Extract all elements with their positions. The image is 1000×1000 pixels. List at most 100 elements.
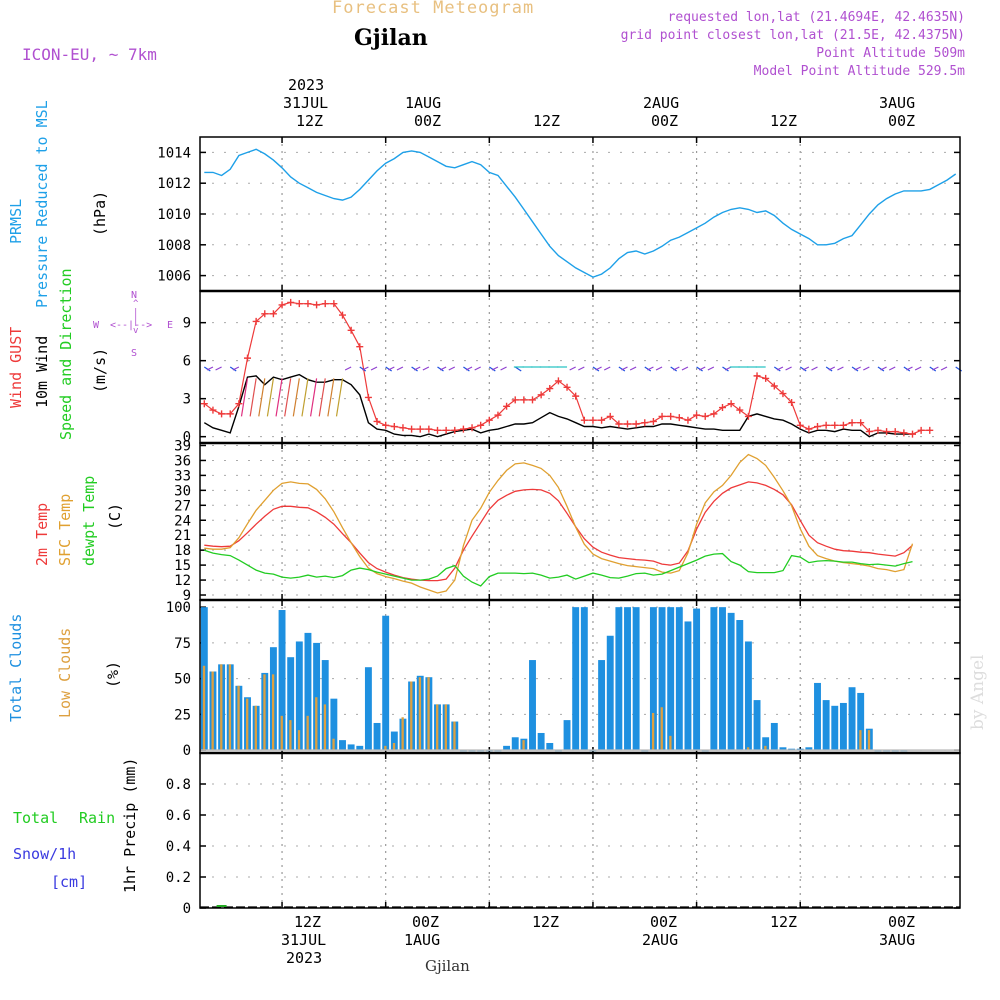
total-cloud-bar [304,632,312,751]
wind-gust-marker [796,421,804,429]
total-cloud-bar [727,612,735,751]
wind-direction-arrow [385,366,393,372]
wind-gust-marker [339,311,346,319]
wind-gust-marker [779,390,787,398]
y-tick-label: 0.8 [166,777,191,793]
low-cloud-bar [660,707,663,751]
bottom-hour-label: 12Z [770,913,798,931]
wind-gust-marker [580,416,588,424]
wind-direction-arrow [673,366,680,371]
wind-gust-marker [278,301,286,309]
low-cloud-bar [228,664,232,751]
precip-snow-unit: [cm] [51,873,88,891]
wind-direction-arrow [595,366,602,371]
wind-direction-arrow [258,378,266,417]
y-tick-label: 1014 [157,145,191,161]
point-altitude: Point Altitude 509m [816,46,965,61]
low-cloud-bar [220,664,223,751]
total-cloud-bar [624,607,631,751]
wind-gust-marker [373,417,381,425]
top-day-label: 3AUG [879,94,916,112]
low-cloud-bar [453,721,456,751]
y-tick-label: 1010 [157,207,191,223]
requested-coords: requested lon,lat (21.4694E, 42.4635N) [667,10,965,25]
total-cloud-bar [822,700,830,751]
y-tick-label: 3 [183,392,191,408]
y-tick-label: 33 [174,468,191,484]
wind-direction-arrow [215,366,222,371]
wind-direction-arrow [888,366,896,371]
total-cloud-bar [848,687,856,751]
wind-gust-marker [883,428,891,436]
wind-direction-arrow [249,378,257,417]
y-tick-label: 39 [174,438,191,454]
wind-direction-arrow [569,366,576,371]
wind-direction-arrow [335,378,344,417]
low-cloud-bar [211,671,214,751]
gridpoint-coords: grid point closest lon,lat (21.5E, 42.43… [620,28,965,43]
wind-gust-marker [598,416,606,424]
wind-gust-marker [468,424,476,432]
low-cloud-bar [522,740,525,751]
wind-direction-arrow [603,366,611,371]
y-tick-label: 25 [174,707,191,723]
total-cloud-bar [546,742,554,751]
low-cloud-bar [764,745,767,751]
wind-gust-marker [520,396,528,404]
wind-direction-arrow [707,366,715,371]
wind-direction-arrow [491,366,499,371]
total-cloud-bar [529,660,536,751]
y-tick-label: 6 [183,354,191,370]
wind-direction-arrow [880,366,887,371]
wind-gust-marker [762,374,770,382]
wind-gust-marker [624,420,631,428]
total-cloud-bar [356,745,364,751]
wind-gust-marker [252,317,260,325]
wind-gust-marker [546,385,554,393]
compass-east: E [167,320,174,331]
wind-gust-marker [209,406,217,414]
temp-2m-series-line [204,481,913,582]
wind-direction-arrow [914,366,922,371]
wind-direction-arrow [670,366,678,372]
location-title: Gjilan [354,25,428,51]
wind-gust-marker [727,400,735,408]
total-cloud-bar [710,607,718,751]
low-cloud-bar [289,720,292,751]
y-tick-label: 18 [174,543,191,559]
bottom-hour-label: 00Z [412,913,440,931]
total-cloud-bar [572,607,580,751]
total-cloud-bar [382,615,390,751]
low-cloud-bar [418,677,422,751]
wind-direction-arrow [448,366,456,371]
wind-gust-marker [649,417,657,425]
wind-direction-arrow [232,366,240,371]
compass-arrows: <--|--> [110,320,153,331]
y-tick-label: 9 [183,588,191,604]
temp-dewpt-series-line [204,549,913,587]
top-hour-label: 12Z [533,112,561,130]
wind-gust-marker [658,412,666,420]
precip-rain-label: Total [13,809,59,827]
wind-direction-arrow [618,366,626,372]
y-tick-label: 100 [166,600,191,616]
wind-gust-marker [805,425,813,433]
total-cloud-bar [503,745,511,751]
wind-gust-marker [269,310,277,318]
total-cloud-bar [347,744,355,751]
total-cloud-bar [632,607,640,751]
bottom-hour-label: 12Z [532,913,560,931]
total-cloud-bar [606,635,614,751]
bottom-year-label: 2023 [286,949,323,967]
wind-gust-marker [529,396,536,404]
wind-gust-series-line [203,301,930,435]
wind-gust-marker [382,421,390,429]
wind-direction-arrow [396,366,404,371]
model-label: ICON-EU, ~ 7km [22,45,157,64]
top-day-label: 31JUL [283,94,329,112]
wind-direction-arrow [275,378,283,417]
wind-direction-arrow [802,366,810,371]
wind-gust-marker [589,416,597,424]
footer-location: Gjilan [425,957,470,975]
wind-gust-marker [839,421,847,429]
